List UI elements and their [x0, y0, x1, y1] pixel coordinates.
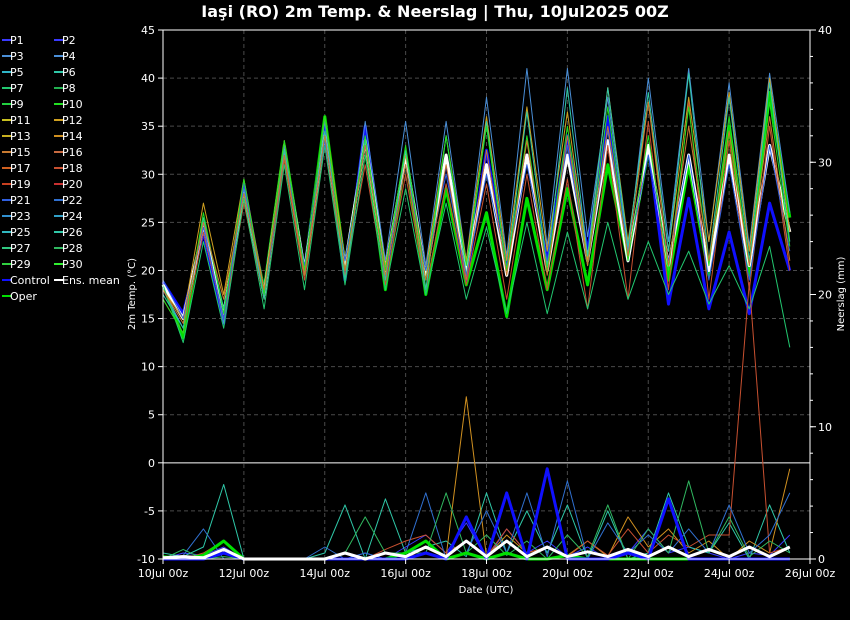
- legend-label: P24: [62, 210, 83, 223]
- legend-label: P7: [10, 82, 24, 95]
- legend-label: P9: [10, 98, 24, 111]
- legend-label: P5: [10, 66, 24, 79]
- legend-label: P21: [10, 194, 31, 207]
- x-tick-label: 16Jul 00z: [380, 567, 431, 580]
- legend-label: P11: [10, 114, 31, 127]
- y-tick-label: 30: [141, 168, 155, 181]
- y-tick-label: 35: [141, 120, 155, 133]
- legend-label: P6: [62, 66, 76, 79]
- series-temp-p7: [162, 144, 791, 348]
- legend-label: P3: [10, 50, 24, 63]
- plot-frame: [162, 29, 811, 560]
- legend-label: P28: [62, 242, 83, 255]
- y-axis-label: 2m Temp. (°C): [127, 258, 138, 330]
- legend-label: P18: [62, 162, 83, 175]
- y2-tick-label: 10: [818, 421, 832, 434]
- x-tick-label: 24Jul 00z: [704, 567, 755, 580]
- y-tick-label: 20: [141, 264, 155, 277]
- legend-label: P23: [10, 210, 31, 223]
- series-precip-control: [163, 467, 790, 561]
- x-axis-label: Date (UTC): [459, 585, 514, 596]
- footer-source: GFS Ensemble, 47N, 27.5E: [120, 590, 333, 609]
- chart-title: Iaşi (RO) 2m Temp. & Neerslag | Thu, 10J…: [201, 2, 668, 22]
- legend-label: Control: [10, 274, 50, 287]
- legend-label: P12: [62, 114, 83, 127]
- series-precip-p18: [162, 282, 790, 560]
- legend-label: P16: [62, 146, 83, 159]
- legend-label: P8: [62, 82, 76, 95]
- legend-label: P1: [10, 34, 24, 47]
- x-tick-label: 12Jul 00z: [219, 567, 270, 580]
- series-temp-p15: [162, 101, 791, 324]
- y-tick-label: 0: [148, 457, 155, 470]
- y-tick-label: -10: [137, 553, 155, 566]
- legend-label: P2: [62, 34, 76, 47]
- legend-label: P19: [10, 178, 31, 191]
- y-tick-label: 15: [141, 313, 155, 326]
- y2-tick-label: 40: [818, 24, 832, 37]
- legend-label: P27: [10, 242, 31, 255]
- legend-label: P14: [62, 130, 83, 143]
- y2-tick-label: 30: [818, 156, 832, 169]
- legend-label: P22: [62, 194, 83, 207]
- y-tick-label: 40: [141, 72, 155, 85]
- legend-label: P17: [10, 162, 31, 175]
- legend-label: P25: [10, 226, 31, 239]
- x-tick-label: 14Jul 00z: [299, 567, 350, 580]
- x-tick-label: 20Jul 00z: [542, 567, 593, 580]
- legend-label: Ens. mean: [62, 274, 120, 287]
- legend: P1 P2 P3 P4 P5 P6 P7 P8 P9 P10 P11 P12 P13 P14 P15 P16 P…: [2, 34, 120, 303]
- legend-label: P15: [10, 146, 31, 159]
- y2-axis-label: Neerslag (mm): [836, 256, 847, 331]
- legend-label: P29: [10, 258, 31, 271]
- legend-label: P10: [62, 98, 83, 111]
- legend-label: P20: [62, 178, 83, 191]
- x-tick-label: 22Jul 00z: [623, 567, 674, 580]
- series-group: [161, 68, 792, 561]
- legend-label: P30: [62, 258, 83, 271]
- legend-label: P26: [62, 226, 83, 239]
- x-tick-label: 26Jul 00z: [785, 567, 836, 580]
- y-tick-label: 25: [141, 216, 155, 229]
- footer-site: Wetterzentrale.de: [650, 590, 794, 609]
- x-tick-label: 10Jul 00z: [138, 567, 189, 580]
- y2-tick-label: 20: [818, 289, 832, 302]
- legend-label: Oper: [10, 290, 37, 303]
- y-tick-label: -5: [144, 505, 155, 518]
- legend-label: P4: [62, 50, 76, 63]
- axes: -10 -5 0 5 10 15 20 25 30 35 40 45 0 10 20 30 40 10Jul 00…: [137, 24, 835, 580]
- y2-tick-label: 0: [818, 553, 825, 566]
- y-tick-label: 10: [141, 361, 155, 374]
- x-tick-label: 18Jul 00z: [461, 567, 512, 580]
- legend-label: P13: [10, 130, 31, 143]
- y-tick-label: 45: [141, 24, 155, 37]
- y-tick-label: 5: [148, 409, 155, 422]
